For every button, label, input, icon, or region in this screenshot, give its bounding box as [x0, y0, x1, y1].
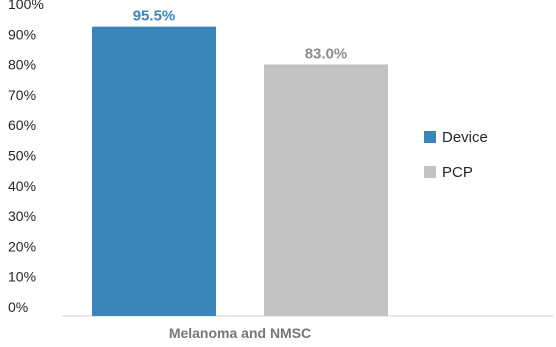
data-labels: 95.5% 83.0%	[133, 8, 348, 63]
y-tick-label: 60%	[8, 117, 36, 133]
legend-swatch	[424, 166, 436, 178]
legend-item-device: Device	[424, 129, 488, 146]
plot-area: 95.5% 83.0%	[62, 8, 553, 317]
y-tick-label: 90%	[8, 26, 36, 42]
legend: Device PCP	[424, 129, 488, 181]
y-tick-label: 20%	[8, 238, 36, 254]
bar-pcp	[264, 64, 388, 316]
legend-label: PCP	[442, 164, 473, 181]
y-tick-label: 40%	[8, 178, 36, 194]
y-tick-label: 80%	[8, 57, 36, 73]
y-tick-label: 0%	[8, 299, 28, 315]
bar-device	[92, 26, 216, 316]
y-tick-label: 70%	[8, 87, 36, 103]
legend-label: Device	[442, 129, 488, 146]
data-label-device: 95.5%	[133, 8, 176, 25]
y-tick-label: 30%	[8, 208, 36, 224]
y-tick-label: 100%	[8, 0, 44, 12]
legend-item-pcp: PCP	[424, 164, 473, 181]
legend-swatch	[424, 131, 436, 143]
data-label-pcp: 83.0%	[305, 46, 348, 63]
x-axis-categories: Melanoma and NMSC	[169, 325, 311, 341]
bars	[92, 26, 388, 316]
y-tick-label: 10%	[8, 269, 36, 285]
x-category-label: Melanoma and NMSC	[169, 325, 311, 341]
y-axis-ticks: 0% 10% 20% 30% 40% 50% 60% 70% 80% 90% 100%	[8, 0, 44, 315]
y-tick-label: 50%	[8, 148, 36, 164]
